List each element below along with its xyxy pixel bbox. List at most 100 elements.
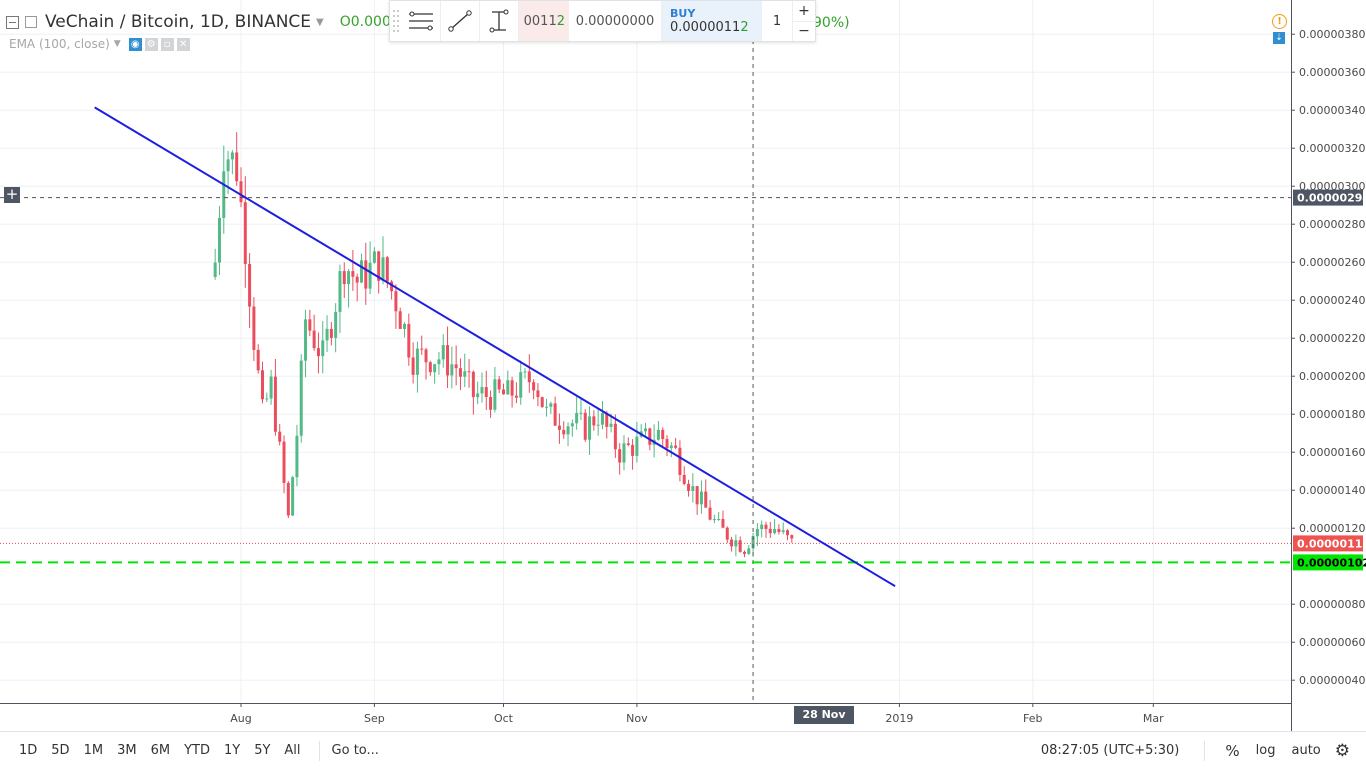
candle-body [497,379,501,390]
divider [318,740,320,761]
scroll-down-icon[interactable]: ⇣ [1273,32,1285,44]
candle-body [437,359,441,365]
source-icon[interactable]: ▫ [160,37,174,51]
timeframe-3m[interactable]: 3M [117,743,137,758]
candle [644,422,647,436]
candle-body [424,349,428,363]
timeframe-5y[interactable]: 5Y [254,743,271,758]
candle-body [295,435,299,478]
decrease-button[interactable]: − [798,23,810,40]
buy-price-highlight: 2 [740,20,749,35]
candle [420,335,424,355]
candle [661,427,665,447]
y-tick-label: 0.00000060 [1299,636,1365,649]
timeframe-1d[interactable]: 1D [19,743,38,758]
trend-line [94,106,896,588]
plus-icon[interactable]: + [4,185,20,203]
candle [501,383,505,395]
trading-toolbar: 0011 2 0.00000000 BUY 0.00000112 1 + − [389,0,816,42]
timeframe-6m[interactable]: 6M [150,743,171,758]
candle-body [674,445,678,448]
candle [596,409,600,436]
trend-line-icon[interactable] [441,1,480,41]
gear-icon[interactable]: ⚙ [1334,740,1350,761]
alert-icon[interactable]: ! [1272,14,1287,29]
chevron-down-icon[interactable]: ▼ [316,16,324,28]
clock-display[interactable]: 08:27:05 (UTC+5:30) [1040,743,1180,758]
candle-body [226,159,230,172]
percent-toggle[interactable]: % [1225,741,1240,760]
candle-body [278,431,282,442]
candle-body [342,271,346,285]
candle [381,236,385,285]
candle [394,284,398,329]
candle [437,351,441,375]
buy-button[interactable]: BUY 0.00000112 [662,1,762,41]
timeframe-1y[interactable]: 1Y [223,743,241,758]
candle [467,359,471,388]
gear-icon[interactable]: ⚙ [144,37,158,51]
candle [786,529,790,541]
eye-icon[interactable]: ◉ [128,37,142,51]
timeframe-all[interactable]: All [284,743,301,758]
candle-body [381,257,385,281]
candle-body [704,491,708,508]
buy-label: BUY [670,7,696,20]
candle-body [489,397,493,410]
price-chart[interactable]: 0.00000040 0.00000060 0.00000080 0.00000120… [0,0,1366,731]
candles [213,132,794,558]
candle [605,410,609,439]
candle [712,514,716,524]
timeframe-ytd[interactable]: YTD [184,743,210,758]
candle [230,150,234,175]
x-tick-label: 2019 [885,712,913,725]
collapse-icon[interactable] [6,15,19,29]
candle-body [631,444,635,456]
sell-button[interactable]: 0011 2 [519,1,569,41]
x-tick-label: Mar [1143,712,1164,725]
quantity-input[interactable]: 1 [762,1,793,41]
y-tick-label: 0.00000320 [1299,142,1365,155]
timeframe-1m[interactable]: 1M [83,743,104,758]
candle [742,550,746,558]
candle [308,309,312,337]
y-tick-label: 0.00000160 [1299,446,1365,459]
candle-body [570,423,574,427]
candle-body [695,486,699,505]
candle [441,334,445,368]
candle [428,360,432,376]
candle-body [329,328,333,338]
candle-body [364,260,368,289]
candle [549,401,553,414]
chart-legend: VeChain / Bitcoin, 1D, BINANCE ▼ O0.0000… [6,12,426,32]
drag-handle[interactable] [390,1,402,41]
candle-body [222,171,226,218]
candle-body [768,528,772,534]
chevron-down-icon[interactable]: ▼ [113,39,121,49]
symbol-title[interactable]: VeChain / Bitcoin, 1D, BINANCE [45,12,312,32]
auto-toggle[interactable]: auto [1291,743,1321,758]
increase-button[interactable]: + [793,1,815,22]
candle [570,419,574,437]
y-tick-label: 0.00000040 [1299,674,1365,687]
support-price-label-bg [1293,554,1363,571]
candle [424,347,428,380]
price-range-icon[interactable] [480,1,519,41]
log-toggle[interactable]: log [1255,743,1276,758]
y-tick-label: 0.00000260 [1299,256,1365,269]
candle-body [273,376,277,432]
indicator-label[interactable]: EMA (100, close) [9,37,110,51]
y-tick-label: 0.00000240 [1299,294,1365,307]
close-icon[interactable]: ✕ [176,37,190,51]
candle-body [484,387,488,398]
layout-icon[interactable] [25,16,37,28]
candle-body [618,449,622,463]
candle-body [609,423,613,427]
candle-body [562,429,566,435]
goto-button[interactable]: Go to... [331,743,379,758]
candle-body [372,251,376,263]
timeframe-5d[interactable]: 5D [51,743,70,758]
candle-body [261,370,265,400]
horizontal-lines-icon[interactable] [402,1,441,41]
candle-body [596,424,600,426]
